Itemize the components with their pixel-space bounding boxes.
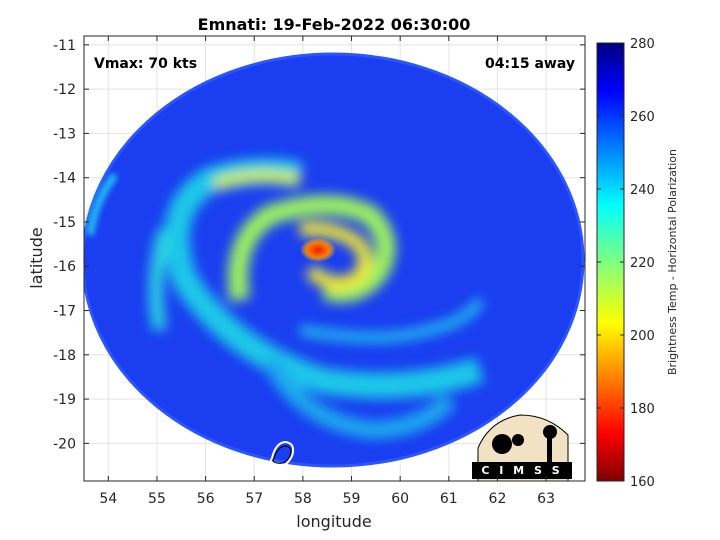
southern-band xyxy=(261,355,457,440)
y-tick-label: -17 xyxy=(53,304,76,320)
y-tick-label: -14 xyxy=(53,171,76,187)
brightness-swath: C I M S S xyxy=(84,52,585,481)
colorbar xyxy=(596,42,625,482)
southeast-band xyxy=(299,297,485,343)
cimss-logo: C I M S S xyxy=(472,414,572,481)
y-tick-label: -11 xyxy=(53,38,76,54)
y-tick-label: -19 xyxy=(53,392,76,408)
colorbar-label: Brightness Temp - Horizontal Polarizatio… xyxy=(666,149,679,375)
colorbar-tick-label: 260 xyxy=(630,110,655,125)
axes-box xyxy=(83,35,586,482)
x-tick-label: 60 xyxy=(391,491,409,507)
y-tick-label: -18 xyxy=(53,348,76,364)
swath-left-edge xyxy=(86,172,119,236)
colorbar-tick-label: 160 xyxy=(630,475,655,490)
x-tick-label: 55 xyxy=(148,491,166,507)
x-tick-label: 58 xyxy=(294,491,312,507)
x-tick-label: 61 xyxy=(440,491,458,507)
y-tick-label: -20 xyxy=(53,436,76,452)
logo-tower-top xyxy=(543,425,557,439)
x-tick-label: 54 xyxy=(99,491,117,507)
x-tick-label: 59 xyxy=(343,491,361,507)
x-axis-label: longitude xyxy=(296,512,371,531)
chart-title: Emnati: 19-Feb-2022 06:30:00 xyxy=(198,15,471,34)
x-ticks: 54 55 56 57 58 59 60 61 62 63 xyxy=(99,36,555,507)
y-axis-label: latitude xyxy=(27,227,46,288)
storm-eye xyxy=(300,238,336,262)
logo-dish xyxy=(492,434,512,454)
inner-band xyxy=(228,195,396,303)
island-contour xyxy=(269,440,295,468)
x-tick-label: 62 xyxy=(489,491,507,507)
colorbar-tick-label: 220 xyxy=(630,256,655,271)
logo-dish-small xyxy=(512,434,524,446)
x-tick-label: 56 xyxy=(197,491,215,507)
island-contour-inner xyxy=(272,445,292,464)
y-tick-label: -13 xyxy=(53,126,76,142)
colorbar-tick-label: 200 xyxy=(630,329,655,344)
y-tick-label: -12 xyxy=(53,82,76,98)
colorbar-tick-label: 240 xyxy=(630,183,655,198)
logo-tower xyxy=(547,434,552,462)
logo-text: C I M S S xyxy=(481,464,562,477)
y-tick-label: -15 xyxy=(53,215,76,231)
x-tick-label: 57 xyxy=(245,491,263,507)
rain-bands xyxy=(149,158,485,440)
colorbar-ticks: 160 180 200 220 240 260 280 xyxy=(597,37,655,490)
western-band xyxy=(149,227,172,332)
time-away-annotation: 04:15 away xyxy=(485,56,575,72)
swath-edge xyxy=(84,52,585,468)
y-ticks: -11 -12 -13 -14 -15 -16 -17 -18 -19 -20 xyxy=(53,38,585,452)
colorbar-tick-label: 280 xyxy=(630,37,655,52)
logo-band xyxy=(472,462,572,479)
y-tick-label: -16 xyxy=(53,259,76,275)
x-tick-label: 63 xyxy=(537,491,555,507)
colorbar-tick-label: 180 xyxy=(630,402,655,417)
northern-band xyxy=(212,170,302,191)
vmax-annotation: Vmax: 70 kts xyxy=(94,56,197,72)
eyewall-band xyxy=(299,222,372,291)
